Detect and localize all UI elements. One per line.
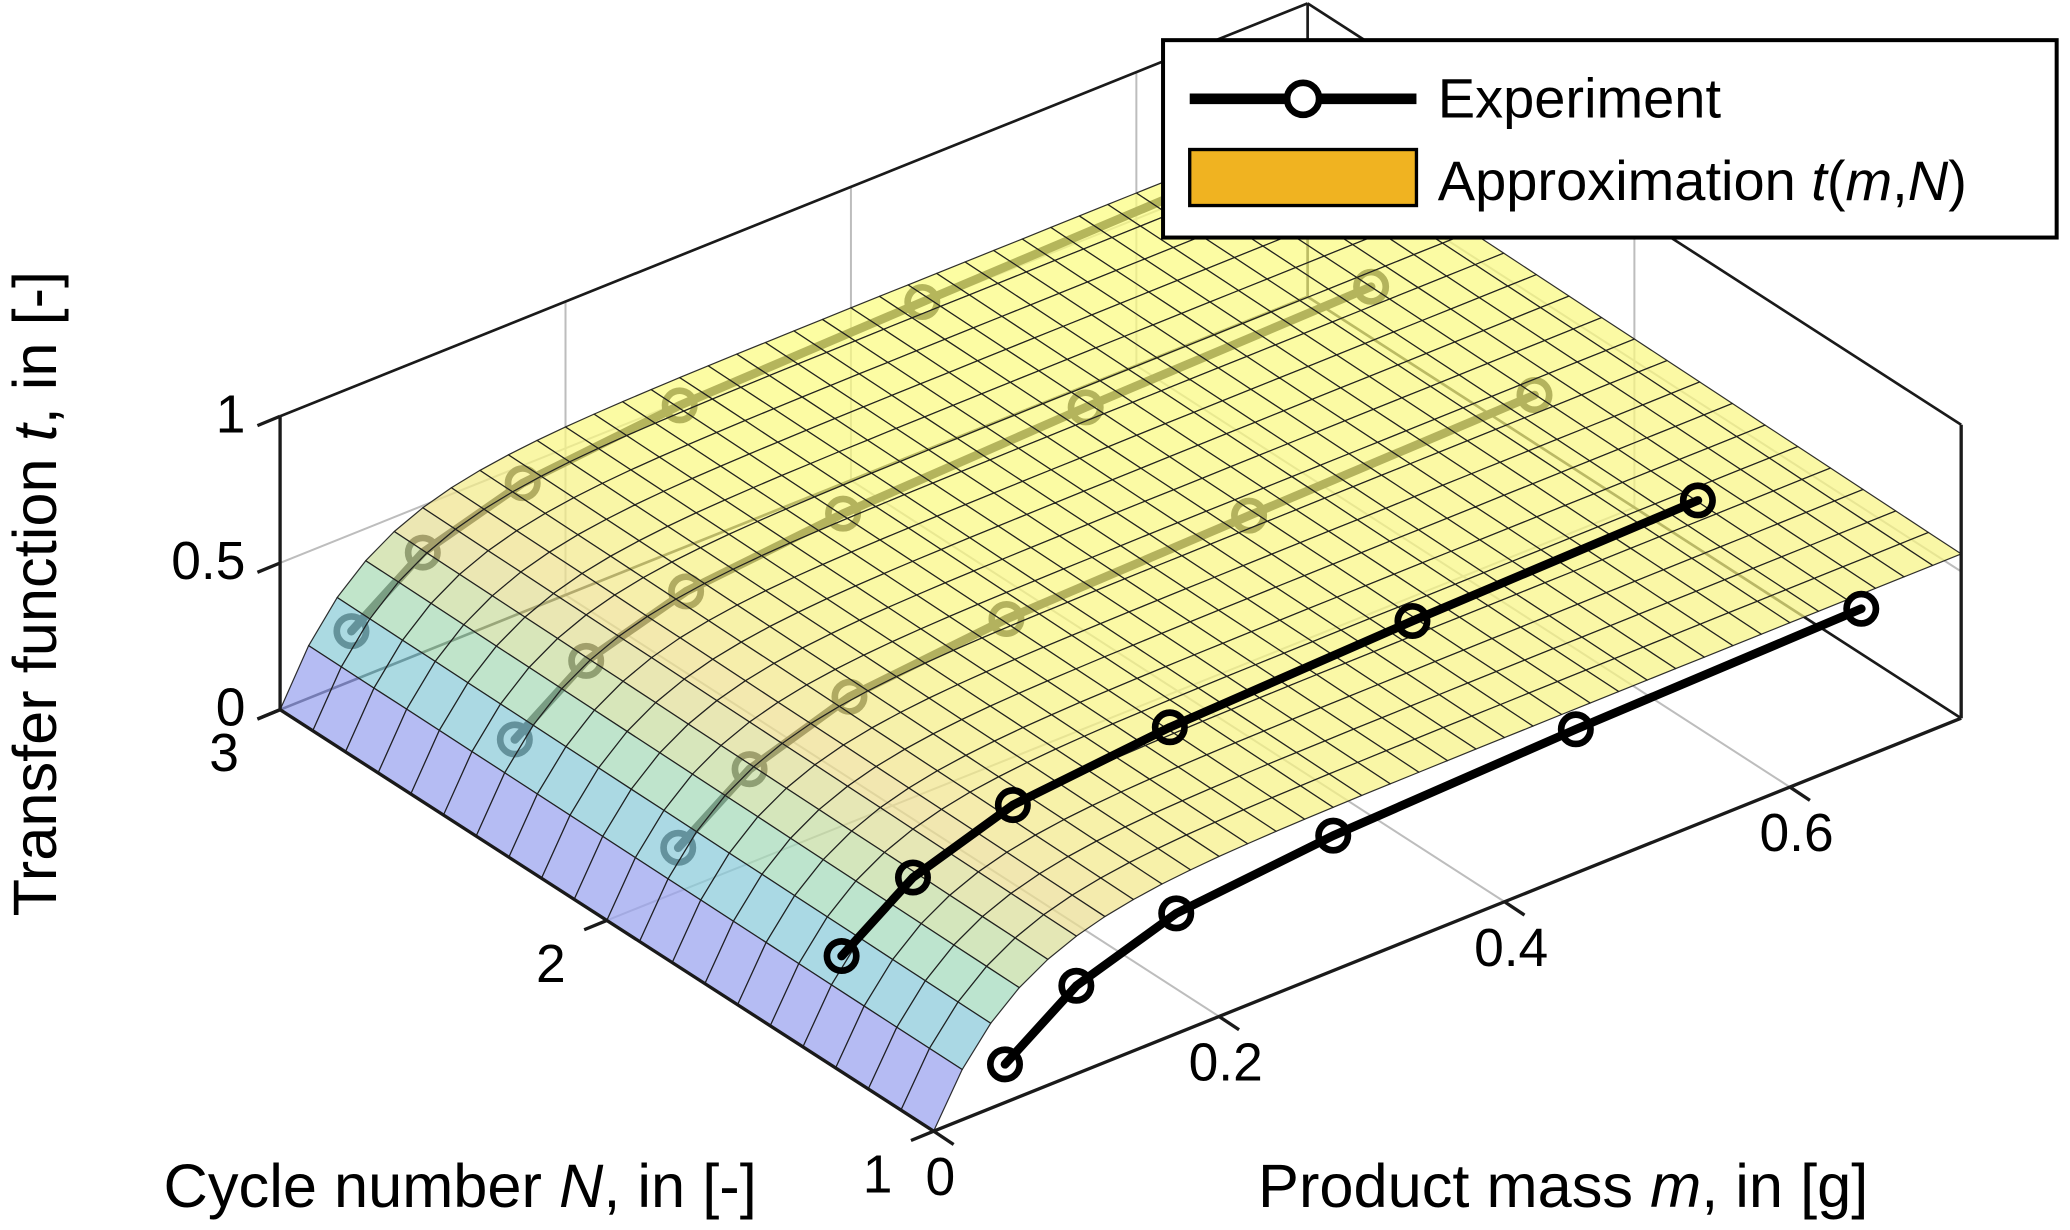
y-tick-label: 1 — [863, 1146, 893, 1205]
legend-experiment-marker-icon — [1283, 79, 1323, 119]
experiment-marker — [986, 1046, 1023, 1083]
y-tick-label: 3 — [209, 724, 239, 783]
top-edge-left — [279, 2, 1309, 418]
z-tick-mark — [256, 414, 281, 428]
z-tick-label: 0.5 — [171, 532, 245, 591]
experiment-marker — [823, 938, 860, 975]
z-tick-label: 1 — [216, 385, 246, 444]
x-tick-label: 0.6 — [1760, 804, 1834, 863]
approximation-surface — [279, 123, 1962, 1132]
axis-labels: Cycle number N, in [-] Product mass m, i… — [1, 271, 1868, 1221]
y-axis-label: Cycle number N, in [-] — [164, 1152, 757, 1221]
z-tick-mark — [256, 708, 281, 721]
legend: Experiment Approximation t(m,N) — [1161, 38, 2059, 240]
y-tick-mark — [583, 918, 608, 932]
z-tick-label: 0 — [216, 679, 246, 738]
y-tick-label: 2 — [536, 935, 566, 994]
x-tick-mark — [1788, 785, 1811, 802]
experiment-marker — [1557, 711, 1594, 748]
experiment-series-front — [823, 482, 1880, 1083]
x-tick-label: 0.2 — [1189, 1033, 1263, 1092]
legend-label-experiment: Experiment — [1438, 67, 1722, 130]
experiment-marker — [894, 859, 931, 896]
experiment-marker — [1843, 590, 1880, 627]
experiment-marker — [1158, 895, 1195, 932]
legend-label-approximation: Approximation t(m,N) — [1438, 149, 1967, 212]
experiment-marker — [1679, 482, 1716, 519]
experiment-marker — [1058, 967, 1095, 1004]
experiment-marker — [1151, 709, 1188, 746]
experiment-marker — [1315, 817, 1352, 854]
experiment-marker — [994, 787, 1031, 824]
legend-approximation-swatch — [1188, 147, 1419, 208]
axes-front — [256, 414, 1963, 1146]
x-tick-mark — [1218, 1015, 1240, 1032]
experiment-marker — [1394, 602, 1431, 640]
x-axis-label: Product mass m, in [g] — [1258, 1152, 1868, 1221]
x-tick-label: 0 — [925, 1148, 955, 1207]
x-tick-mark — [932, 1129, 955, 1146]
x-tick-mark — [1503, 900, 1526, 917]
z-axis-label: Transfer function t, in [-] — [1, 271, 70, 917]
y-tick-mark — [910, 1129, 935, 1143]
z-tick-mark — [256, 561, 281, 574]
x-tick-label: 0.4 — [1474, 919, 1548, 978]
